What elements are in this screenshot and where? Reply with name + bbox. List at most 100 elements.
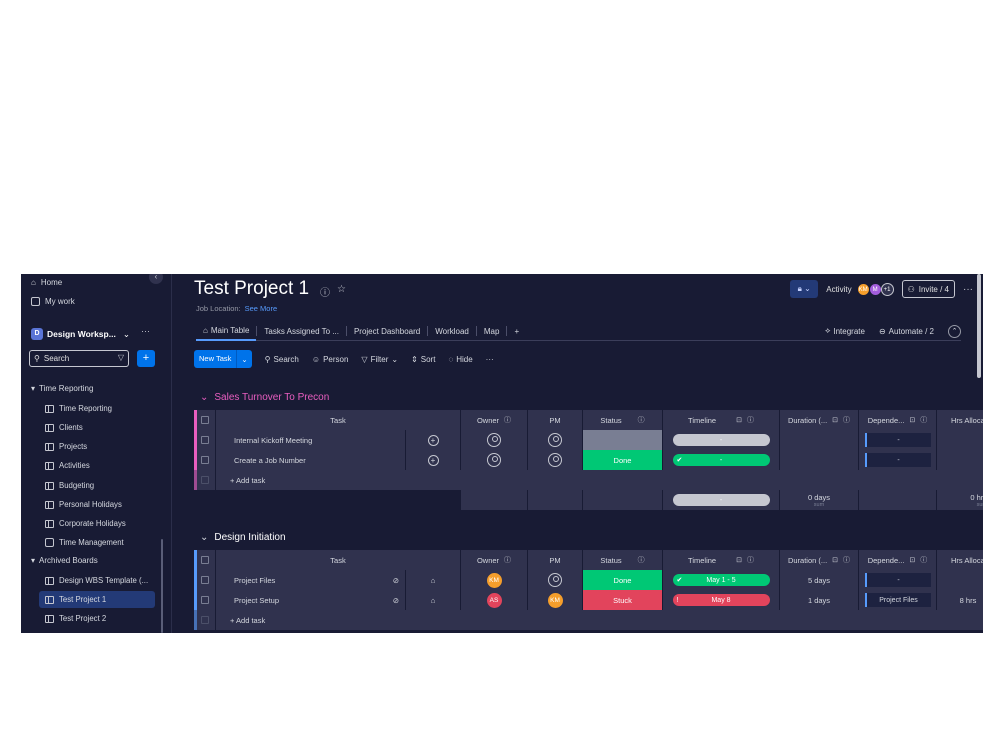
column-header-pm[interactable]: PM: [528, 410, 583, 430]
pm-cell[interactable]: KM: [528, 590, 583, 610]
dependent-cell[interactable]: Project Files: [859, 590, 937, 610]
sidebar-collapse-button[interactable]: ‹: [149, 274, 163, 284]
column-header-task[interactable]: Task: [216, 410, 461, 430]
pm-cell[interactable]: [528, 430, 583, 450]
add-item-button[interactable]: +: [137, 350, 155, 367]
table-row[interactable]: Project Files ⊘ ⌂ KM Done ✔ May 1 - 5 5 da…: [194, 570, 983, 590]
integrate-button[interactable]: ⟡ Integrate: [825, 326, 865, 336]
updates-button[interactable]: ⌂: [406, 590, 461, 610]
filter-button[interactable]: ▽ Filter ⌄: [361, 355, 398, 364]
sidebar-board-item[interactable]: Time Reporting: [45, 400, 112, 417]
search-button[interactable]: ⚲ Search: [265, 355, 299, 364]
column-header-status[interactable]: Status ⓘ: [583, 550, 663, 570]
column-header-hrs[interactable]: Hrs Allocated: [937, 410, 983, 430]
info-icon[interactable]: ⓘ: [637, 417, 645, 424]
table-row[interactable]: Project Setup ⊘ ⌂ AS KM Stuck ! May 8 1 da…: [194, 590, 983, 610]
tab-map[interactable]: Map: [477, 322, 507, 341]
sidebar-board-item[interactable]: Design WBS Template (...: [45, 572, 148, 589]
sort-button[interactable]: ⇕ Sort: [411, 355, 435, 364]
owner-cell[interactable]: AS: [461, 590, 528, 610]
sidebar-board-item[interactable]: Activities: [45, 457, 90, 474]
column-header-status[interactable]: Status ⓘ: [583, 410, 663, 430]
page-title[interactable]: Test Project 1: [194, 278, 310, 299]
column-header-duration[interactable]: Duration (... ⊡ ⓘ: [780, 410, 859, 430]
dependent-cell[interactable]: -: [859, 570, 937, 590]
column-header-timeline[interactable]: Timeline ⊡ ⓘ: [663, 410, 780, 430]
invite-button[interactable]: ⚇ Invite / 4: [901, 280, 955, 298]
chevron-down-icon[interactable]: ⌄: [200, 392, 209, 403]
chevron-down-icon[interactable]: ⌄: [200, 532, 209, 543]
sidebar-board-item[interactable]: Personal Holidays: [45, 496, 122, 513]
dependent-cell[interactable]: -: [859, 450, 937, 470]
group-header[interactable]: ⌄ Sales Turnover To Precon: [200, 392, 329, 403]
column-header-task[interactable]: Task: [216, 550, 461, 570]
tab-project-dashboard[interactable]: Project Dashboard: [347, 322, 427, 341]
timeline-cell[interactable]: ! May 8: [663, 590, 780, 610]
pm-cell[interactable]: [528, 570, 583, 590]
task-name[interactable]: Internal Kickoff Meeting: [216, 430, 406, 450]
info-icon[interactable]: ⓘ: [843, 417, 851, 424]
column-header-owner[interactable]: Owner ⓘ: [461, 550, 528, 570]
add-view-button[interactable]: +: [507, 322, 526, 341]
sidebar-search-input[interactable]: ⚲ Search ▽: [29, 350, 129, 367]
activity-button[interactable]: Activity KM M +1: [826, 282, 894, 296]
timeline-cell[interactable]: ✔ May 1 - 5: [663, 570, 780, 590]
hrs-cell[interactable]: [937, 570, 983, 590]
add-update-button[interactable]: +: [406, 450, 461, 470]
filter-icon[interactable]: ▽: [117, 353, 124, 362]
board-permissions-button[interactable]: 🔒︎ ⌄: [790, 280, 819, 298]
folder-archived-boards[interactable]: ▾ Archived Boards: [31, 556, 98, 565]
timeline-cell[interactable]: ✔ -: [663, 450, 780, 470]
collapse-header-button[interactable]: ⌃: [948, 324, 961, 338]
owner-cell[interactable]: [461, 450, 528, 470]
updates-button[interactable]: ⌂: [406, 570, 461, 590]
info-icon[interactable]: ⓘ: [920, 417, 928, 424]
select-all-checkbox[interactable]: [200, 556, 209, 564]
group-title[interactable]: Sales Turnover To Precon: [214, 392, 330, 403]
chevron-down-icon[interactable]: ⌄: [241, 354, 248, 364]
column-header-dependent[interactable]: Depende... ⊡ ⓘ: [859, 550, 937, 570]
status-cell[interactable]: [583, 430, 663, 450]
task-name[interactable]: Create a Job Number: [216, 450, 406, 470]
info-icon[interactable]: ⓘ: [746, 557, 754, 564]
info-icon[interactable]: ⓘ: [746, 417, 754, 424]
automate-button[interactable]: ⊖ Automate / 2: [879, 327, 934, 336]
info-icon[interactable]: ⓘ: [320, 288, 330, 299]
info-icon[interactable]: ⓘ: [920, 557, 928, 564]
add-task-row[interactable]: + Add task: [194, 470, 983, 490]
sidebar-board-item[interactable]: Budgeting: [45, 477, 94, 494]
column-header-pm[interactable]: PM: [528, 550, 583, 570]
sidebar-dashboard-item[interactable]: Time Management: [45, 534, 124, 551]
task-cell[interactable]: Project Files ⊘: [216, 570, 406, 590]
new-task-button[interactable]: New Task ⌄: [194, 350, 252, 368]
status-cell[interactable]: Done: [583, 450, 663, 470]
sidebar-my-work[interactable]: My work: [31, 293, 75, 309]
info-icon[interactable]: ⓘ: [637, 557, 645, 564]
hrs-cell[interactable]: [937, 450, 983, 470]
column-header-duration[interactable]: Duration (... ⊡ ⓘ: [780, 550, 859, 570]
add-task-button[interactable]: + Add task: [216, 610, 983, 630]
hrs-cell[interactable]: [937, 430, 983, 450]
toolbar-more-button[interactable]: ···: [486, 355, 494, 364]
check-circle-icon[interactable]: ⊘: [392, 575, 399, 585]
row-checkbox[interactable]: [200, 576, 209, 584]
task-cell[interactable]: Project Setup ⊘: [216, 590, 406, 610]
info-icon[interactable]: ⓘ: [843, 557, 851, 564]
table-row[interactable]: Create a Job Number + Done ✔ - -: [194, 450, 983, 470]
task-name[interactable]: Project Setup: [234, 595, 280, 605]
sidebar-board-item[interactable]: Clients: [45, 419, 83, 436]
hide-button[interactable]: ◌ Hide: [448, 355, 472, 364]
folder-time-reporting[interactable]: ▾ Time Reporting: [31, 384, 93, 393]
owner-cell[interactable]: [461, 430, 528, 450]
owner-cell[interactable]: KM: [461, 570, 528, 590]
workspace-more-icon[interactable]: ···: [141, 326, 150, 336]
sidebar-board-item-active[interactable]: Test Project 1: [39, 591, 155, 608]
sidebar-home[interactable]: ⌂ Home: [31, 274, 62, 290]
sidebar-board-item[interactable]: Test Project 2: [45, 610, 106, 627]
sidebar-board-item[interactable]: Projects: [45, 438, 87, 455]
pm-cell[interactable]: [528, 450, 583, 470]
person-filter-button[interactable]: ☺ Person: [312, 355, 349, 364]
see-more-link[interactable]: See More: [244, 304, 278, 313]
column-header-owner[interactable]: Owner ⓘ: [461, 410, 528, 430]
workspace-selector[interactable]: D Design Worksp... ⌄: [31, 326, 130, 342]
